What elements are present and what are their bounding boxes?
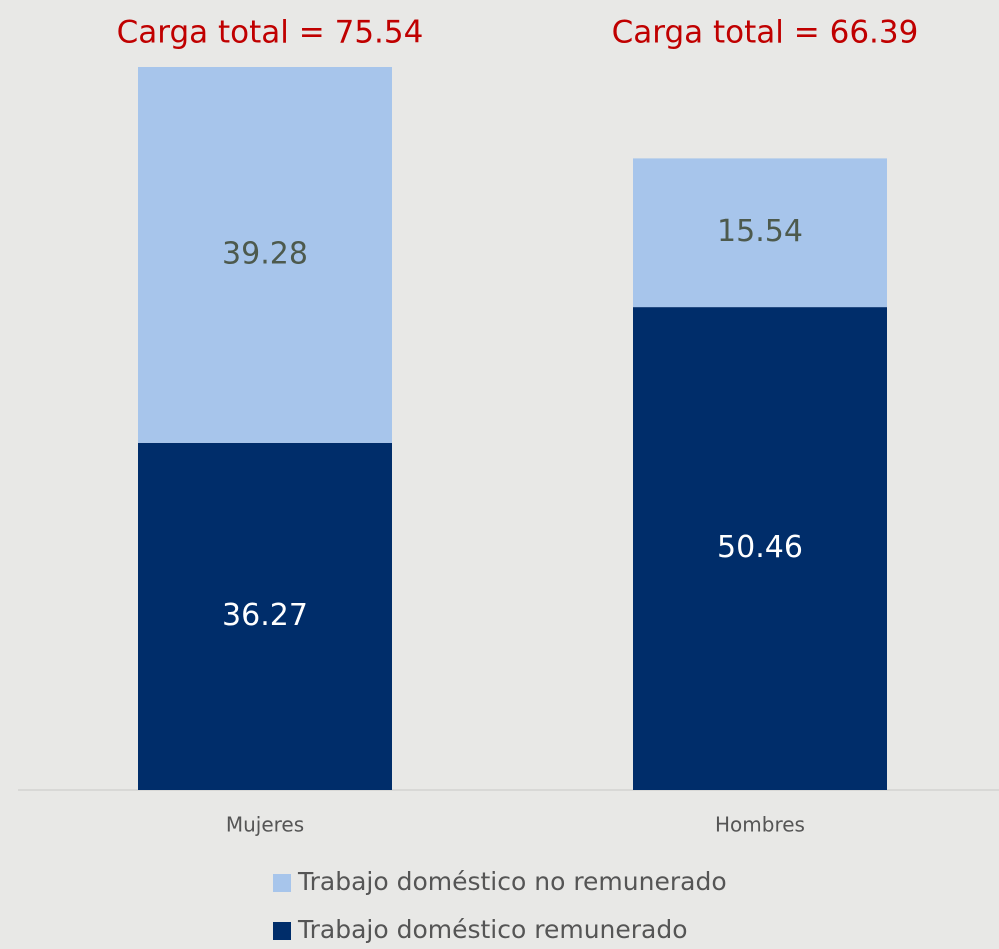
legend-label: Trabajo doméstico no remunerado	[297, 867, 727, 896]
legend-swatch	[273, 922, 291, 940]
data-label: 15.54	[717, 214, 803, 249]
bar-segment	[633, 158, 887, 308]
data-label: 50.46	[717, 530, 803, 565]
x-tick-label: Hombres	[715, 813, 805, 837]
data-label: 39.28	[222, 236, 308, 271]
annotation: Carga total = 66.39	[612, 15, 919, 51]
bar-segment	[138, 442, 392, 790]
bar-segment	[138, 67, 392, 443]
bar-segment	[633, 307, 887, 790]
legend-label: Trabajo doméstico remunerado	[297, 915, 688, 944]
annotation: Carga total = 75.54	[117, 15, 424, 51]
x-tick-label: Mujeres	[226, 813, 304, 837]
data-label: 36.27	[222, 598, 308, 633]
legend-swatch	[273, 874, 291, 892]
